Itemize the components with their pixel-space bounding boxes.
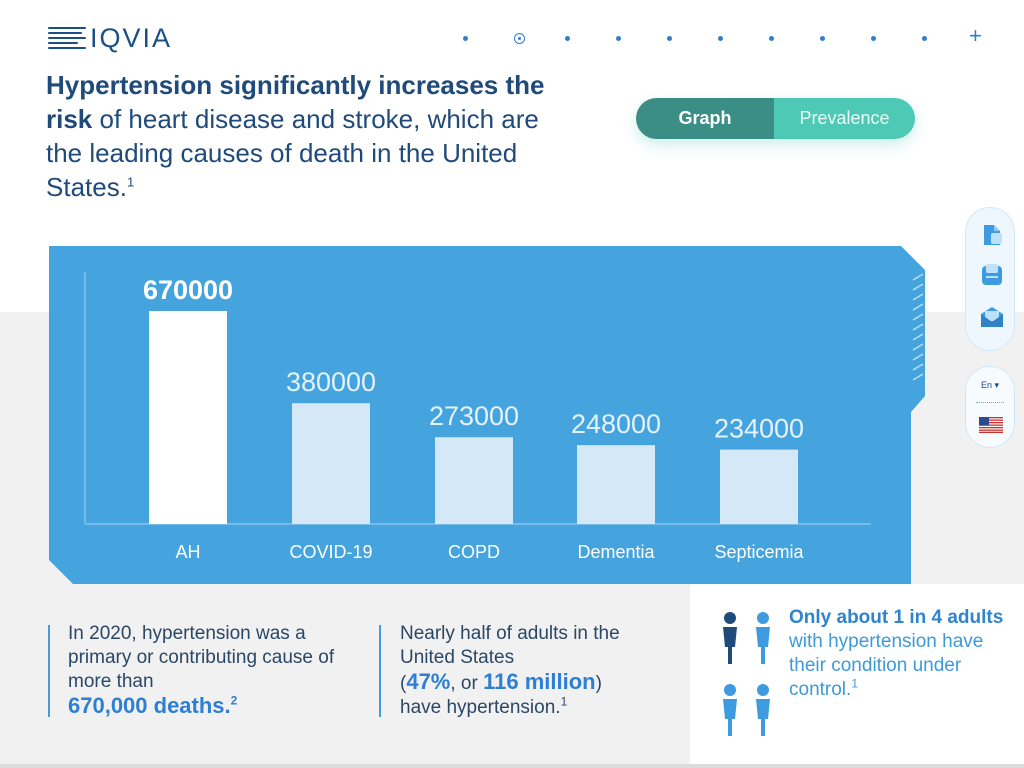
category-label: Dementia — [577, 542, 655, 562]
bars-group: 670000 AH 380000 COVID-19 273000 COPD 248000 De… — [143, 275, 805, 562]
stat1-text: In 2020, hypertension was a primary or c… — [68, 623, 335, 692]
hatch-decoration — [912, 273, 924, 381]
nav-dot[interactable] — [463, 36, 468, 41]
nav-dot[interactable] — [667, 36, 672, 41]
chart-panel: 670000 AH 380000 COVID-19 273000 COPD 248000 De… — [49, 246, 925, 584]
bar-covid-19 — [292, 403, 370, 524]
nav-dot[interactable] — [820, 36, 825, 41]
category-label: Septicemia — [714, 542, 804, 562]
language-selector[interactable]: En ▾ — [965, 366, 1015, 448]
category-label: COPD — [448, 542, 500, 562]
stat2-percent: 47% — [406, 669, 451, 694]
chart-background — [49, 246, 925, 584]
category-label: AH — [175, 542, 200, 562]
bar-value-label: 234000 — [714, 414, 804, 444]
stat1-accent-bar — [48, 625, 50, 717]
stat2-text: Nearly half of adults in the United Stat… — [400, 623, 620, 668]
nav-dot[interactable] — [565, 36, 570, 41]
nav-dot[interactable] — [514, 33, 525, 44]
nav-dot[interactable] — [871, 36, 876, 41]
nav-dot[interactable] — [922, 36, 927, 41]
stat1-big: 670,000 deaths.2 — [68, 693, 238, 718]
bar-value-label: 380000 — [286, 367, 376, 397]
stat-card-background — [690, 584, 1024, 768]
stat-deaths: In 2020, hypertension was a primary or c… — [68, 622, 368, 720]
bar-dementia — [577, 445, 655, 524]
language-label: En ▾ — [980, 380, 1000, 390]
tools-panel — [965, 207, 1015, 351]
us-flag-icon[interactable] — [979, 417, 1003, 433]
headline-bold: Hypertension significantly increases the… — [46, 70, 545, 134]
stat2-tail: have hypertension. — [400, 697, 561, 718]
stat2-accent-bar — [379, 625, 381, 717]
category-label: COVID-19 — [289, 542, 372, 562]
print-icon[interactable] — [979, 262, 1005, 288]
graph-tab[interactable]: Graph — [636, 98, 774, 139]
logo-lines-icon — [48, 27, 86, 49]
mail-icon[interactable] — [979, 304, 1005, 330]
language-divider — [976, 402, 1004, 403]
plus-icon[interactable]: + — [969, 23, 982, 48]
slide-navigation: + — [450, 25, 990, 50]
bar-ah — [149, 311, 227, 524]
prevalence-tab[interactable]: Prevalence — [774, 98, 915, 139]
bar-value-label: 248000 — [571, 409, 661, 439]
view-toggle: Graph Prevalence — [636, 98, 915, 139]
document-icon[interactable] — [979, 222, 1005, 248]
stat2-number: 116 million — [483, 669, 596, 694]
page-headline: Hypertension significantly increases the… — [46, 68, 566, 204]
bar-copd — [435, 437, 513, 524]
headline-rest: of heart disease and stroke, which are t… — [46, 104, 539, 202]
headline-footnote: 1 — [126, 174, 135, 190]
stat3-strong: Only about 1 in 4 adults — [789, 607, 1004, 628]
bar-value-label: 273000 — [429, 401, 519, 431]
nav-dot[interactable] — [769, 36, 774, 41]
iqvia-logo[interactable]: IQVIA — [48, 24, 172, 52]
bar-septicemia — [720, 449, 798, 524]
stat-adults: Nearly half of adults in the United Stat… — [400, 623, 620, 718]
nav-dot[interactable] — [718, 36, 723, 41]
stat3-text: with hypertension have their condition u… — [789, 631, 984, 700]
logo-text: IQVIA — [90, 23, 173, 53]
bottom-border — [0, 764, 1024, 768]
bar-value-label: 670000 — [143, 275, 233, 305]
nav-dot[interactable] — [616, 36, 621, 41]
people-icon — [723, 612, 770, 736]
stat-control: Only about 1 in 4 adults with hypertensi… — [789, 607, 1004, 700]
bar-chart: 670000 AH 380000 COVID-19 273000 COPD 248000 De… — [49, 246, 925, 584]
